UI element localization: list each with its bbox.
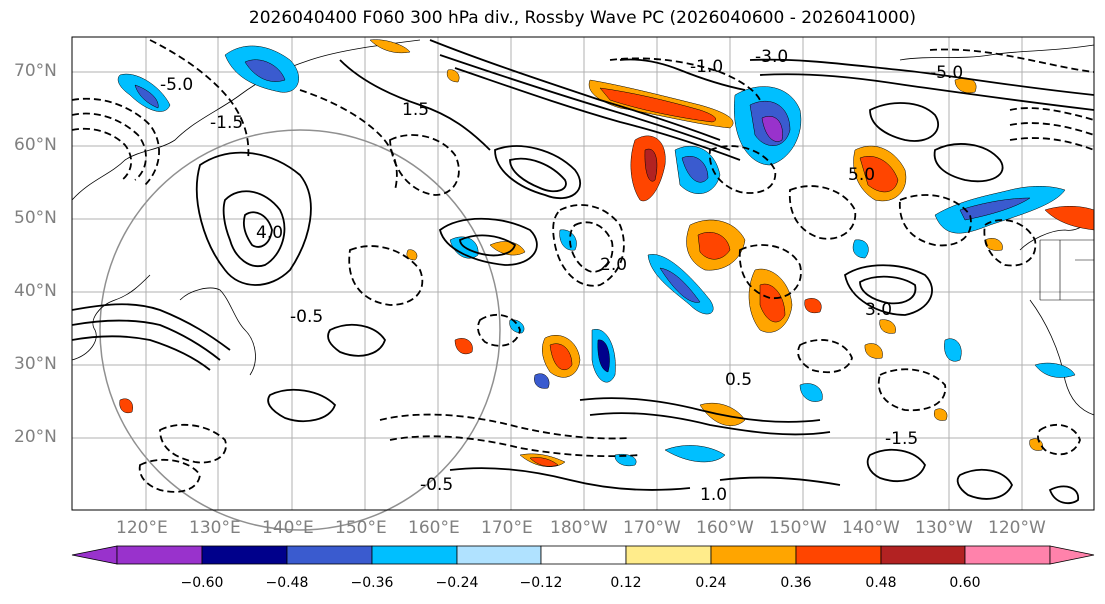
lon-label: 120°W [988, 518, 1046, 538]
map-title: 2026040400 F060 300 hPa div., Rossby Wav… [248, 8, 917, 28]
lon-label: 140°W [842, 518, 900, 538]
lat-label: 50°N [14, 208, 57, 228]
lon-label: 130°E [189, 518, 241, 538]
map-frame [71, 36, 1095, 511]
contour-label: -1.5 [885, 429, 918, 449]
colorbar [71, 545, 1095, 565]
contour-label: 0.5 [725, 370, 752, 390]
contour-label: 5.0 [848, 165, 875, 185]
colorbar-bin [710, 545, 797, 565]
lon-label: 160°E [408, 518, 460, 538]
lon-label: 180°W [550, 518, 608, 538]
colorbar-bin [371, 545, 458, 565]
contour-label: 3.0 [865, 300, 892, 320]
lat-label: 60°N [14, 135, 57, 155]
lon-label: 140°E [262, 518, 314, 538]
colorbar-tick-label: −0.12 [519, 575, 563, 591]
colorbar-bin [456, 545, 542, 565]
lon-label: 150°E [335, 518, 387, 538]
lon-label: 150°W [769, 518, 827, 538]
colorbar-tick-label: 0.12 [610, 575, 642, 591]
colorbar-tick-label: −0.24 [435, 575, 479, 591]
colorbar-tick-label: 0.24 [695, 575, 727, 591]
state-borders [1039, 239, 1094, 301]
contour-label: 1.0 [700, 485, 727, 505]
contour-labels: -5.0 -1.5 -0.5 1.5 4.0 -1.0 2.0 -3.0 3.0… [160, 47, 963, 505]
colorbar-bin [964, 545, 1051, 565]
lon-label: 120°E [116, 518, 168, 538]
colorbar-bin [625, 545, 712, 565]
contour-label: -1.5 [210, 113, 243, 133]
lat-label: 20°N [14, 427, 57, 447]
lon-label: 170°E [481, 518, 533, 538]
colorbar-bin [880, 545, 966, 565]
reference-circle [99, 129, 501, 531]
colorbar-bin [116, 545, 203, 565]
dashed-contours [71, 39, 1095, 493]
lon-label: 170°W [623, 518, 681, 538]
colorbar-bin [201, 545, 288, 565]
contour-label: -0.5 [420, 475, 453, 495]
contour-label: 1.5 [402, 100, 429, 120]
gridlines [72, 37, 1094, 510]
colorbar-tick-label: 0.48 [865, 575, 897, 591]
lon-label: 160°W [696, 518, 754, 538]
colorbar-tick-label: −0.36 [350, 575, 394, 591]
colorbar-tick-label: −0.60 [180, 575, 224, 591]
lat-label: 70°N [14, 61, 57, 81]
contour-label: 4.0 [256, 223, 283, 243]
divergence-fills [117, 39, 1095, 467]
colorbar-bin [286, 545, 373, 565]
colorbar-bin [795, 545, 882, 565]
lat-label: 40°N [14, 281, 57, 301]
colorbar-tick-label: 0.60 [949, 575, 981, 591]
contour-label: -1.0 [690, 57, 723, 77]
solid-contours [71, 39, 1095, 505]
colorbar-bin [540, 545, 627, 565]
colorbar-extend-low [71, 545, 118, 565]
colorbar-tick-label: −0.48 [265, 575, 309, 591]
colorbar-tick-label: 0.36 [780, 575, 812, 591]
contour-label: -5.0 [930, 63, 963, 83]
contour-label: -5.0 [160, 75, 193, 95]
lon-label: 130°W [915, 518, 973, 538]
contour-label: 2.0 [600, 255, 627, 275]
contour-label: -3.0 [755, 47, 788, 67]
contour-label: -0.5 [290, 307, 323, 327]
colorbar-extend-high [1049, 545, 1095, 565]
lat-label: 30°N [14, 354, 57, 374]
